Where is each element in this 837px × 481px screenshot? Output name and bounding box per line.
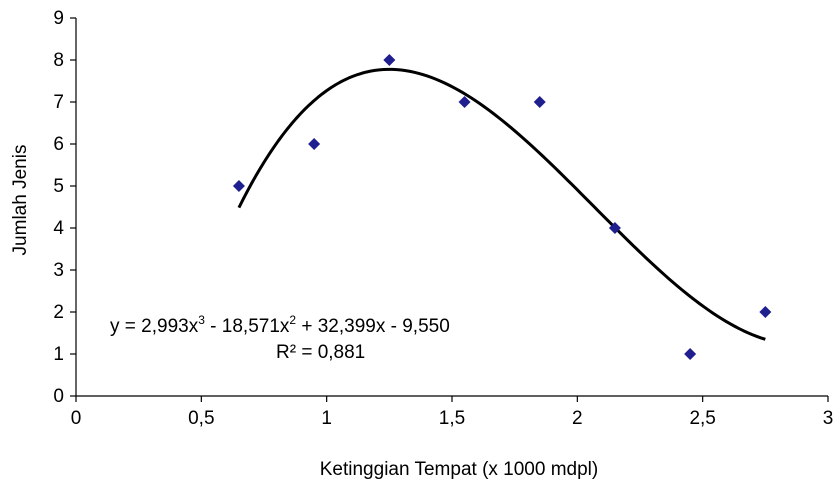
y-tick-label: 5 [53, 176, 64, 197]
x-axis-title: Ketinggian Tempat (x 1000 mdpl) [320, 459, 598, 480]
y-tick-label: 2 [53, 302, 64, 323]
x-tick-label: 0 [71, 408, 82, 429]
y-tick-label: 0 [53, 386, 64, 407]
data-point-marker [608, 222, 621, 234]
y-tick-label: 3 [53, 260, 64, 281]
y-tick-label: 4 [53, 218, 64, 239]
data-point-marker [458, 96, 471, 108]
x-tick-label: 1 [321, 408, 332, 429]
trendline-group [237, 67, 766, 341]
data-point-marker [533, 96, 546, 108]
data-point-marker [308, 138, 321, 150]
x-tick-label: 0,5 [188, 408, 214, 429]
y-tick-label: 9 [53, 8, 64, 29]
y-axis-title: Jumlah Jenis [10, 145, 31, 256]
r-squared-label: R² = 0,881 [276, 342, 365, 363]
x-tick-label: 3 [823, 408, 834, 429]
axes: 0 1 2 3 4 5 6 7 8 9 0 0,5 1 1,5 2 2,5 3 [53, 8, 833, 429]
y-tick-label: 8 [53, 50, 64, 71]
y-tick-label: 7 [53, 92, 64, 113]
y-tick-label: 1 [53, 344, 64, 365]
data-point-marker [232, 180, 245, 192]
data-point-marker [759, 306, 772, 318]
data-point-marker [383, 54, 396, 66]
x-tick-label: 2,5 [689, 408, 715, 429]
trendline-equation: y = 2,993x3 - 18,571x2 + 32,399x - 9,550 [110, 313, 450, 337]
data-points [232, 54, 772, 360]
y-tick-label: 6 [53, 134, 64, 155]
x-tick-label: 2 [572, 408, 583, 429]
data-point-marker [684, 348, 697, 360]
trendline-curve [237, 67, 766, 341]
x-tick-label: 1,5 [439, 408, 465, 429]
